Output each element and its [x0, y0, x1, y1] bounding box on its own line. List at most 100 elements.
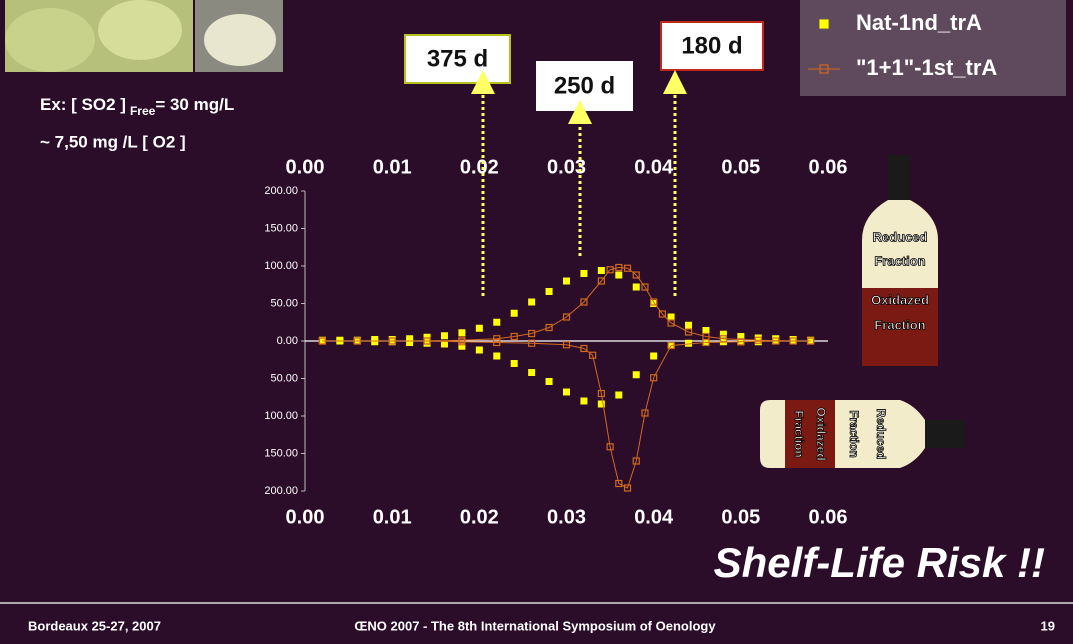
x-tick-label-bottom: 0.01 [373, 506, 412, 528]
data-point [650, 298, 658, 306]
legend-box [800, 0, 1066, 96]
bottle-text: Oxidazed [814, 407, 828, 460]
bottle-neck [925, 420, 965, 448]
data-point [580, 270, 588, 277]
risk-text: Shelf-Life Risk !! [714, 539, 1045, 586]
data-point [597, 400, 605, 408]
bottle-text: Fraction [847, 410, 861, 457]
data-point [632, 271, 640, 279]
annotation-text: 250 d [554, 72, 615, 99]
data-point [754, 334, 762, 342]
data-point [685, 339, 693, 347]
data-point [458, 342, 466, 350]
data-point [606, 266, 614, 274]
x-tick-label-bottom: 0.04 [634, 506, 674, 528]
data-point [510, 360, 518, 367]
data-point [440, 332, 448, 340]
y-tick-label: 150.00 [264, 447, 298, 459]
data-point [580, 397, 588, 405]
legend-label: "1+1"-1st_trA [856, 55, 997, 80]
data-point [545, 288, 553, 295]
data-point [684, 328, 693, 336]
data-point [475, 346, 483, 354]
data-point [562, 341, 571, 349]
annotation-box [660, 21, 764, 71]
data-point [580, 298, 588, 306]
data-point [353, 337, 361, 345]
grape [98, 0, 182, 60]
y-tick-label: 0.00 [277, 335, 298, 347]
data-point [632, 283, 640, 291]
bottle-neck [888, 155, 910, 200]
data-point [650, 374, 658, 382]
data-point [528, 329, 536, 338]
data-point [580, 344, 588, 353]
x-tick-label-top: 0.00 [286, 156, 325, 178]
y-tick-label: 200.00 [264, 485, 298, 497]
x-tick-label-top: 0.04 [634, 156, 674, 178]
bottle-text: Fraction [874, 317, 925, 332]
data-point [702, 327, 710, 334]
data-point [772, 337, 780, 345]
bottle-red [862, 288, 938, 366]
data-point [493, 352, 501, 360]
data-point [440, 340, 448, 348]
data-point [806, 337, 815, 345]
data-point [406, 335, 414, 343]
data-point [371, 338, 379, 346]
page-number: 19 [1041, 618, 1055, 633]
data-point [458, 329, 466, 337]
data-point [702, 338, 710, 347]
data-point [423, 337, 431, 345]
y-tick-label: 50.00 [270, 297, 298, 309]
annotation-text: 375 d [427, 45, 488, 72]
data-point [563, 277, 570, 285]
data-point [685, 321, 693, 329]
data-point [528, 339, 536, 347]
data-point [388, 337, 396, 345]
data-point [318, 337, 327, 345]
x-tick-label-top: 0.02 [460, 156, 499, 178]
footer-center: ŒNO 2007 - The 8th International Symposi… [354, 618, 716, 633]
data-point [423, 333, 431, 341]
data-point [623, 484, 632, 492]
o2-text: ~ 7,50 mg /L [ O2 ] [40, 132, 186, 151]
data-point [493, 335, 501, 343]
data-point [737, 338, 745, 346]
data-point [650, 300, 658, 307]
data-point [589, 351, 597, 359]
bottle-upright [862, 155, 938, 366]
x-tick-label-top: 0.06 [809, 156, 848, 178]
data-point [615, 271, 623, 279]
data-point [597, 277, 605, 285]
x-tick-label-bottom: 0.05 [721, 506, 760, 528]
so2-sub: Free [130, 104, 156, 118]
data-point [719, 335, 728, 343]
data-point [528, 298, 536, 306]
data-point [667, 319, 675, 327]
footer-left: Bordeaux 25-27, 2007 [28, 618, 161, 633]
legend-label: Nat-1nd_trA [856, 10, 982, 35]
data-point [737, 333, 745, 340]
data-point [597, 267, 605, 274]
legend-marker [819, 19, 829, 29]
y-tick-label: 100.00 [264, 410, 298, 422]
bottle-red [785, 400, 835, 468]
y-tick-label: 100.00 [264, 260, 298, 272]
data-point [719, 330, 727, 338]
data-point [606, 443, 614, 451]
data-point [493, 318, 501, 326]
data-point [658, 310, 666, 318]
data-point [597, 389, 605, 398]
data-point [650, 352, 658, 360]
data-point [406, 339, 414, 346]
y-tick-label: 50.00 [270, 372, 298, 384]
data-point [388, 338, 396, 346]
data-point [667, 341, 675, 350]
y-tick-label: 150.00 [264, 222, 298, 234]
bottle-text: Fraction [874, 253, 925, 268]
series-line [322, 266, 811, 489]
bottle-text: Reduced [874, 409, 888, 460]
data-point [667, 313, 675, 321]
